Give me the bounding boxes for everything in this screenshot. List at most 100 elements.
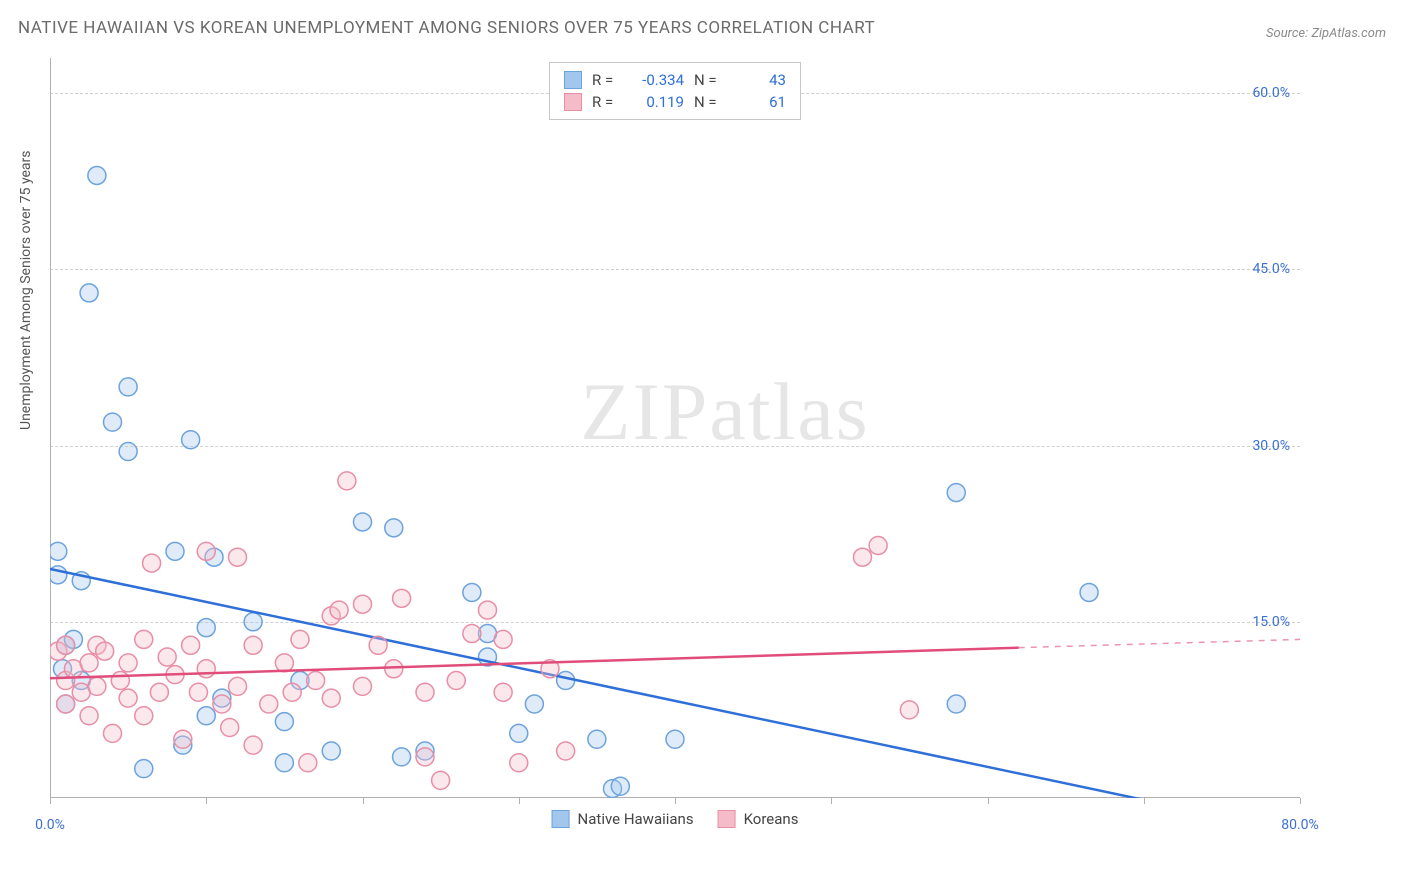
chart-title: NATIVE HAWAIIAN VS KOREAN UNEMPLOYMENT A… <box>18 18 875 38</box>
swatch-series2 <box>564 93 582 111</box>
swatch-series1-bottom <box>552 810 570 828</box>
data-point <box>322 689 340 707</box>
legend-label-1: Native Hawaiians <box>578 810 694 828</box>
data-point <box>119 378 137 396</box>
data-point <box>182 636 200 654</box>
data-point <box>80 284 98 302</box>
data-point <box>369 636 387 654</box>
data-point <box>57 636 75 654</box>
data-point <box>104 413 122 431</box>
data-point <box>947 695 965 713</box>
series-legend: Native Hawaiians Koreans <box>552 810 799 828</box>
n-label: N = <box>694 91 724 113</box>
legend-item-2: Koreans <box>718 810 799 828</box>
r-value-2: 0.119 <box>632 91 684 113</box>
legend-row-2: R = 0.119 N = 61 <box>564 91 786 113</box>
data-point <box>182 431 200 449</box>
data-point <box>463 625 481 643</box>
data-point <box>119 442 137 460</box>
data-point <box>96 642 114 660</box>
data-point <box>307 672 325 690</box>
data-point <box>330 601 348 619</box>
data-point <box>174 730 192 748</box>
data-point <box>354 595 372 613</box>
data-point <box>1080 583 1098 601</box>
data-point <box>494 683 512 701</box>
correlation-legend: R = -0.334 N = 43 R = 0.119 N = 61 <box>549 62 801 120</box>
data-point <box>291 630 309 648</box>
legend-row-1: R = -0.334 N = 43 <box>564 69 786 91</box>
data-point <box>588 730 606 748</box>
data-point <box>416 748 434 766</box>
data-point <box>510 754 528 772</box>
data-point <box>393 748 411 766</box>
data-point <box>557 742 575 760</box>
data-point <box>229 677 247 695</box>
data-point <box>432 771 450 789</box>
data-point <box>299 754 317 772</box>
data-point <box>197 542 215 560</box>
data-point <box>135 630 153 648</box>
data-point <box>111 672 129 690</box>
data-point <box>666 730 684 748</box>
data-point <box>57 695 75 713</box>
data-point <box>354 513 372 531</box>
data-point <box>244 636 262 654</box>
data-point <box>197 707 215 725</box>
data-point <box>80 654 98 672</box>
x-tick-mark <box>1300 798 1301 804</box>
trend-line-dashed <box>1019 639 1300 647</box>
y-axis-label: Unemployment Among Seniors over 75 years <box>18 151 34 431</box>
data-point <box>50 542 67 560</box>
swatch-series1 <box>564 71 582 89</box>
data-point <box>525 695 543 713</box>
data-point <box>80 707 98 725</box>
source-label: Source: <box>1266 26 1311 41</box>
data-point <box>275 713 293 731</box>
data-point <box>189 683 207 701</box>
data-point <box>135 707 153 725</box>
chart-svg <box>50 58 1300 828</box>
data-point <box>447 672 465 690</box>
data-point <box>479 601 497 619</box>
data-point <box>244 613 262 631</box>
data-point <box>416 683 434 701</box>
data-point <box>119 689 137 707</box>
data-point <box>197 619 215 637</box>
data-point <box>947 484 965 502</box>
data-point <box>510 724 528 742</box>
n-value-1: 43 <box>734 69 786 91</box>
legend-label-2: Koreans <box>744 810 799 828</box>
source-link[interactable]: ZipAtlas.com <box>1311 26 1386 41</box>
data-point <box>557 672 575 690</box>
r-label: R = <box>592 69 622 91</box>
source-attribution: Source: ZipAtlas.com <box>1266 26 1386 41</box>
n-label: N = <box>694 69 724 91</box>
data-point <box>135 760 153 778</box>
data-point <box>143 554 161 572</box>
plot-area: R = -0.334 N = 43 R = 0.119 N = 61 ZIPat… <box>50 58 1300 828</box>
data-point <box>322 742 340 760</box>
swatch-series2-bottom <box>718 810 736 828</box>
data-point <box>104 724 122 742</box>
data-point <box>88 166 106 184</box>
data-point <box>158 648 176 666</box>
data-point <box>221 719 239 737</box>
data-point <box>494 630 512 648</box>
legend-item-1: Native Hawaiians <box>552 810 694 828</box>
data-point <box>229 548 247 566</box>
data-point <box>385 519 403 537</box>
data-point <box>611 777 629 795</box>
data-point <box>150 683 168 701</box>
data-point <box>463 583 481 601</box>
data-point <box>354 677 372 695</box>
data-point <box>213 695 231 713</box>
data-point <box>393 589 411 607</box>
data-point <box>275 654 293 672</box>
data-point <box>166 542 184 560</box>
r-value-1: -0.334 <box>632 69 684 91</box>
data-point <box>244 736 262 754</box>
data-point <box>283 683 301 701</box>
n-value-2: 61 <box>734 91 786 113</box>
data-point <box>260 695 278 713</box>
